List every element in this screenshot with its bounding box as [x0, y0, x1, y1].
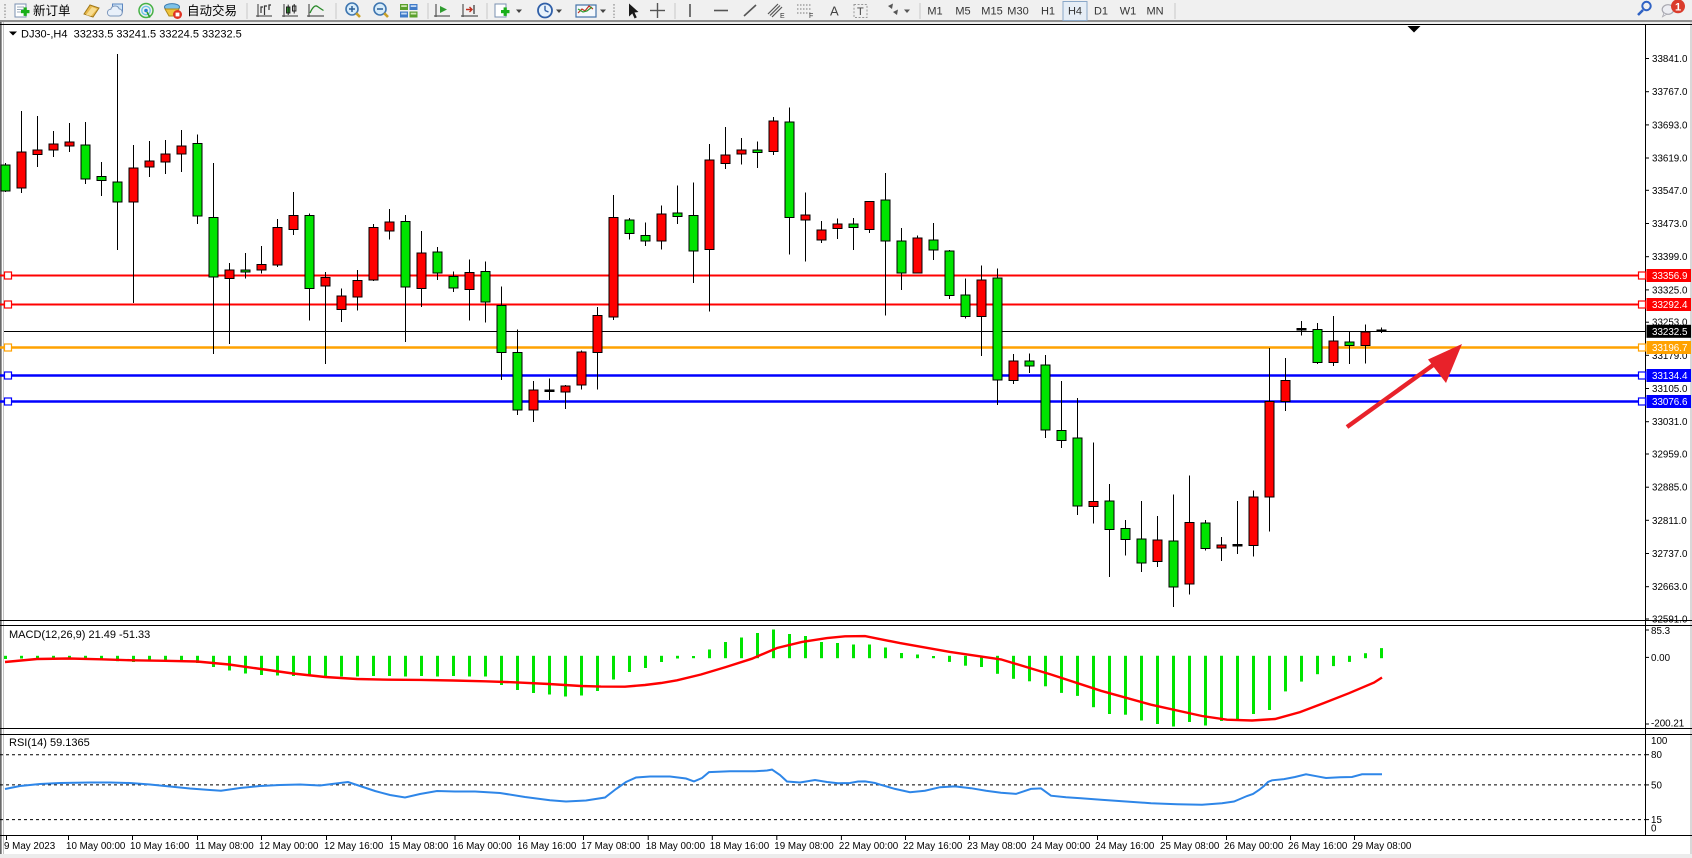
svg-text:33105.0: 33105.0 — [1652, 384, 1688, 395]
svg-text:26 May 00:00: 26 May 00:00 — [1224, 841, 1284, 852]
svg-text:33325.0: 33325.0 — [1652, 285, 1688, 296]
svg-text:22 May 16:00: 22 May 16:00 — [903, 841, 963, 852]
svg-text:0: 0 — [1651, 824, 1657, 835]
svg-text:33179.0: 33179.0 — [1652, 351, 1688, 362]
svg-text:33356.9: 33356.9 — [1652, 271, 1687, 282]
svg-text:32663.0: 32663.0 — [1652, 582, 1688, 593]
svg-text:33547.0: 33547.0 — [1652, 186, 1688, 197]
svg-text:F: F — [809, 13, 813, 20]
svg-text:23 May 08:00: 23 May 08:00 — [967, 841, 1027, 852]
svg-text:H4: H4 — [1068, 6, 1082, 18]
svg-text:A: A — [830, 4, 839, 19]
svg-text:33399.0: 33399.0 — [1652, 252, 1688, 263]
svg-text:17 May 08:00: 17 May 08:00 — [581, 841, 641, 852]
svg-text:12 May 16:00: 12 May 16:00 — [324, 841, 384, 852]
svg-text:MACD(12,26,9) 21.49 -51.33: MACD(12,26,9) 21.49 -51.33 — [9, 629, 150, 641]
svg-text:16 May 16:00: 16 May 16:00 — [517, 841, 577, 852]
svg-text:33619.0: 33619.0 — [1652, 154, 1688, 165]
svg-text:18 May 16:00: 18 May 16:00 — [710, 841, 770, 852]
svg-text:W1: W1 — [1120, 6, 1137, 18]
svg-text:33232.5: 33232.5 — [1652, 327, 1688, 338]
svg-text:25 May 08:00: 25 May 08:00 — [1160, 841, 1220, 852]
svg-text:1: 1 — [1675, 1, 1681, 13]
svg-text:H1: H1 — [1041, 6, 1055, 18]
svg-text:29 May 08:00: 29 May 08:00 — [1352, 841, 1412, 852]
svg-text:D1: D1 — [1094, 6, 1108, 18]
svg-text:0.00: 0.00 — [1651, 653, 1671, 664]
svg-text:85.3: 85.3 — [1651, 626, 1671, 637]
svg-text:10 May 16:00: 10 May 16:00 — [130, 841, 190, 852]
svg-text:MN: MN — [1146, 6, 1163, 18]
svg-text:33767.0: 33767.0 — [1652, 87, 1688, 98]
svg-text:T: T — [857, 6, 864, 18]
svg-text:26 May 16:00: 26 May 16:00 — [1288, 841, 1348, 852]
svg-text:80: 80 — [1651, 750, 1662, 761]
svg-text:DJ30-,H4 33233.5 33241.5 3322: DJ30-,H4 33233.5 33241.5 33224.5 33232.5 — [21, 29, 242, 41]
svg-text:12 May 00:00: 12 May 00:00 — [259, 841, 319, 852]
svg-text:11 May 08:00: 11 May 08:00 — [195, 841, 254, 852]
svg-text:19 May 08:00: 19 May 08:00 — [774, 841, 834, 852]
svg-text:32737.0: 32737.0 — [1652, 549, 1688, 560]
svg-text:M15: M15 — [981, 6, 1002, 18]
svg-text:33292.4: 33292.4 — [1652, 300, 1688, 311]
svg-text:32885.0: 32885.0 — [1652, 483, 1688, 494]
svg-text:33134.4: 33134.4 — [1652, 371, 1688, 382]
svg-text:100: 100 — [1651, 736, 1668, 747]
svg-text:24 May 16:00: 24 May 16:00 — [1095, 841, 1155, 852]
svg-text:9 May 2023: 9 May 2023 — [4, 841, 56, 852]
svg-text:18 May 00:00: 18 May 00:00 — [646, 841, 706, 852]
svg-text:15 May 08:00: 15 May 08:00 — [389, 841, 449, 852]
svg-text:33693.0: 33693.0 — [1652, 120, 1688, 131]
svg-text:M30: M30 — [1007, 6, 1028, 18]
svg-text:M5: M5 — [955, 6, 970, 18]
svg-text:新订单: 新订单 — [33, 3, 71, 18]
svg-text:RSI(14) 59.1365: RSI(14) 59.1365 — [9, 737, 90, 749]
svg-text:32959.0: 32959.0 — [1652, 450, 1688, 461]
svg-text:24 May 00:00: 24 May 00:00 — [1031, 841, 1091, 852]
svg-text:33253.0: 33253.0 — [1652, 318, 1688, 329]
svg-text:33196.7: 33196.7 — [1652, 343, 1687, 354]
svg-text:10 May 00:00: 10 May 00:00 — [66, 841, 126, 852]
svg-text:-200.21: -200.21 — [1651, 719, 1684, 730]
svg-text:32591.0: 32591.0 — [1652, 615, 1688, 626]
svg-text:自动交易: 自动交易 — [187, 3, 237, 18]
svg-text:50: 50 — [1651, 780, 1662, 791]
svg-text:E: E — [780, 13, 785, 20]
svg-text:33031.0: 33031.0 — [1652, 417, 1688, 428]
svg-text:M1: M1 — [927, 6, 942, 18]
svg-text:33841.0: 33841.0 — [1652, 54, 1688, 65]
svg-text:32811.0: 32811.0 — [1652, 516, 1687, 527]
svg-text:33076.6: 33076.6 — [1652, 397, 1688, 408]
svg-text:22 May 00:00: 22 May 00:00 — [839, 841, 899, 852]
svg-text:16 May 00:00: 16 May 00:00 — [453, 841, 513, 852]
svg-text:15: 15 — [1651, 815, 1662, 826]
svg-text:33473.0: 33473.0 — [1652, 219, 1688, 230]
